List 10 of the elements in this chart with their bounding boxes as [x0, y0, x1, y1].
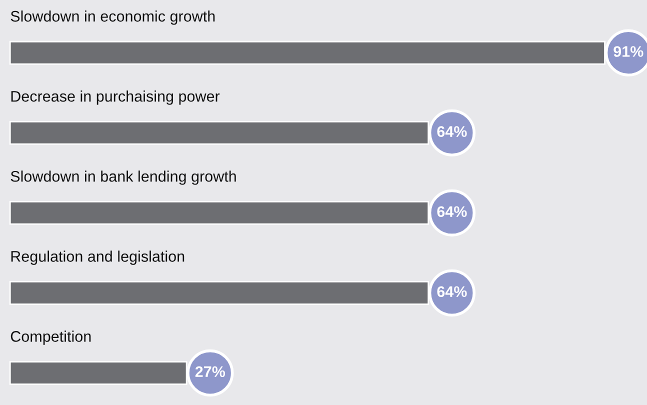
data-label: 64% [437, 126, 467, 137]
data-label: 64% [437, 206, 467, 218]
y-tick-label: Regulation and legislation [11, 250, 184, 265]
data-label: 64% [437, 286, 467, 298]
data-label: 27% [195, 366, 226, 378]
data-label: 91% [614, 46, 644, 57]
y-tick-label: Slowdown in bank lending growth [10, 170, 236, 185]
y-tick-label: Competition [10, 330, 91, 345]
y-tick-label: Decrease in purchaising power [11, 90, 220, 105]
y-tick-label: Slowdown in economic growth [10, 10, 215, 25]
